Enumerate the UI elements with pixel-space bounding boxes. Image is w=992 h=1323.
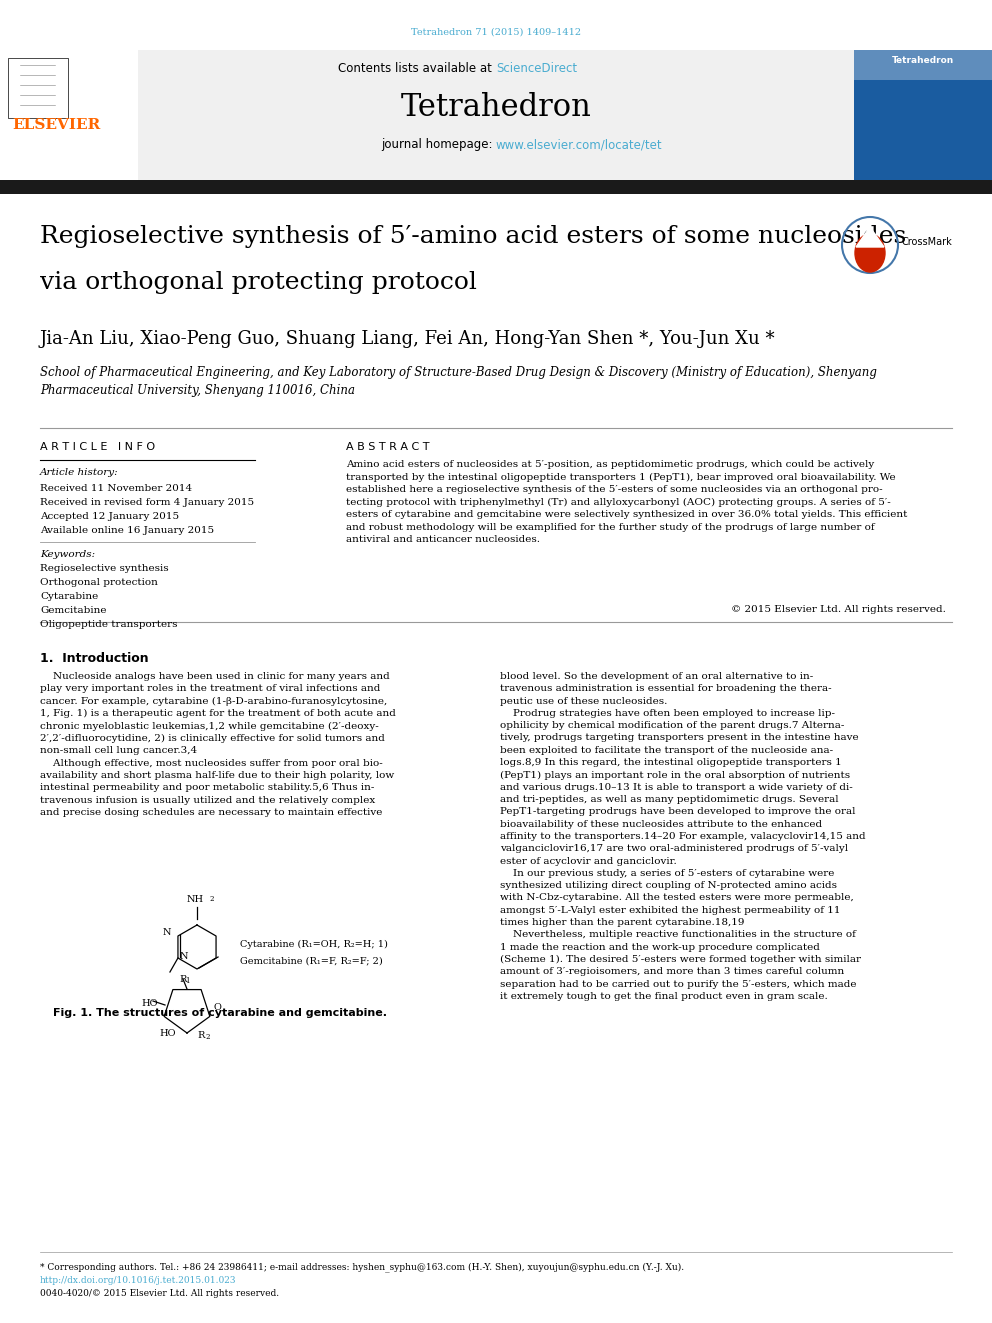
Text: Regioselective synthesis of 5′-amino acid esters of some nucleosides: Regioselective synthesis of 5′-amino aci… <box>40 225 907 247</box>
Text: R: R <box>179 975 186 984</box>
Text: Orthogonal protection: Orthogonal protection <box>40 578 158 587</box>
Text: Regioselective synthesis: Regioselective synthesis <box>40 564 169 573</box>
Text: Cytarabine (R₁=OH, R₂=H; 1): Cytarabine (R₁=OH, R₂=H; 1) <box>240 941 388 949</box>
Text: © 2015 Elsevier Ltd. All rights reserved.: © 2015 Elsevier Ltd. All rights reserved… <box>731 605 946 614</box>
Text: 1: 1 <box>185 976 189 986</box>
Text: O: O <box>213 1003 221 1012</box>
Text: HO: HO <box>159 1029 176 1039</box>
Text: Oligopeptide transporters: Oligopeptide transporters <box>40 620 178 628</box>
Bar <box>854 50 992 79</box>
Text: journal homepage:: journal homepage: <box>381 138 496 151</box>
Text: A R T I C L E   I N F O: A R T I C L E I N F O <box>40 442 155 452</box>
Text: A B S T R A C T: A B S T R A C T <box>346 442 430 452</box>
Text: 0040-4020/© 2015 Elsevier Ltd. All rights reserved.: 0040-4020/© 2015 Elsevier Ltd. All right… <box>40 1289 279 1298</box>
Bar <box>0 180 992 194</box>
Text: http://dx.doi.org/10.1016/j.tet.2015.01.023: http://dx.doi.org/10.1016/j.tet.2015.01.… <box>40 1275 236 1285</box>
Text: School of Pharmaceutical Engineering, and Key Laboratory of Structure-Based Drug: School of Pharmaceutical Engineering, an… <box>40 366 877 397</box>
Text: Amino acid esters of nucleosides at 5′-position, as peptidomimetic prodrugs, whi: Amino acid esters of nucleosides at 5′-p… <box>346 460 908 544</box>
Text: Keywords:: Keywords: <box>40 550 95 560</box>
Text: Cytarabine: Cytarabine <box>40 591 98 601</box>
Text: Tetrahedron 71 (2015) 1409–1412: Tetrahedron 71 (2015) 1409–1412 <box>411 28 581 37</box>
Bar <box>0 50 138 180</box>
Text: 2: 2 <box>209 894 213 904</box>
Text: ELSEVIER: ELSEVIER <box>12 118 100 132</box>
Text: NH: NH <box>187 894 204 904</box>
Bar <box>0 50 992 180</box>
Text: Received 11 November 2014: Received 11 November 2014 <box>40 484 192 493</box>
Text: 1.  Introduction: 1. Introduction <box>40 652 149 665</box>
Ellipse shape <box>855 234 885 273</box>
Text: www.elsevier.com/locate/tet: www.elsevier.com/locate/tet <box>496 138 663 151</box>
Text: Tetrahedron: Tetrahedron <box>401 93 591 123</box>
Text: CrossMark: CrossMark <box>902 237 952 247</box>
Text: Jia-An Liu, Xiao-Peng Guo, Shuang Liang, Fei An, Hong-Yan Shen *, You-Jun Xu *: Jia-An Liu, Xiao-Peng Guo, Shuang Liang,… <box>40 329 776 348</box>
Bar <box>854 50 992 180</box>
Text: Accepted 12 January 2015: Accepted 12 January 2015 <box>40 512 180 521</box>
Text: blood level. So the development of an oral alternative to in-
travenous administ: blood level. So the development of an or… <box>500 672 866 1002</box>
Bar <box>40 872 480 1002</box>
Text: Article history:: Article history: <box>40 468 119 478</box>
Text: N: N <box>163 927 172 937</box>
Text: * Corresponding authors. Tel.: +86 24 23986411; e-mail addresses: hyshen_syphu@1: * Corresponding authors. Tel.: +86 24 23… <box>40 1262 684 1271</box>
Text: ScienceDirect: ScienceDirect <box>496 62 577 75</box>
Bar <box>8 58 68 118</box>
Text: Tetrahedron: Tetrahedron <box>892 56 954 65</box>
Text: via orthogonal protecting protocol: via orthogonal protecting protocol <box>40 271 477 294</box>
Polygon shape <box>856 228 884 247</box>
Text: Available online 16 January 2015: Available online 16 January 2015 <box>40 527 214 534</box>
Text: Gemcitabine: Gemcitabine <box>40 606 106 615</box>
Text: N: N <box>180 953 188 960</box>
Text: R: R <box>197 1031 204 1040</box>
Text: Fig. 1. The structures of cytarabine and gemcitabine.: Fig. 1. The structures of cytarabine and… <box>53 1008 387 1017</box>
Text: 2: 2 <box>205 1033 209 1041</box>
Text: Received in revised form 4 January 2015: Received in revised form 4 January 2015 <box>40 497 254 507</box>
Text: Nucleoside analogs have been used in clinic for many years and
play very importa: Nucleoside analogs have been used in cli… <box>40 672 396 816</box>
Text: HO: HO <box>141 999 158 1008</box>
Text: Gemcitabine (R₁=F, R₂=F; 2): Gemcitabine (R₁=F, R₂=F; 2) <box>240 957 383 964</box>
Text: Contents lists available at: Contents lists available at <box>338 62 496 75</box>
